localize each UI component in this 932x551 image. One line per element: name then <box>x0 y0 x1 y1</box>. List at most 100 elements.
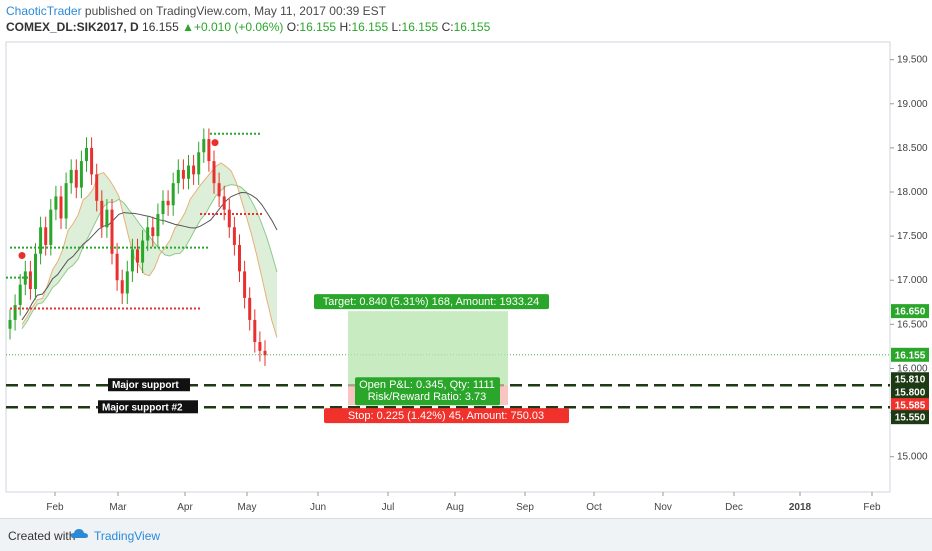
price-chart[interactable]: Major support Major support #2 Target: 0.… <box>0 0 932 518</box>
candle-body <box>187 165 190 179</box>
price-axis[interactable]: 19.500 19.000 18.500 18.000 17.500 17.000 16.5… <box>890 55 929 463</box>
candle-body <box>212 161 216 184</box>
tradingview-cloud-icon <box>71 529 88 538</box>
candle-body <box>28 271 32 290</box>
x-tick-label: Mar <box>109 502 127 513</box>
x-tick-label: Aug <box>446 502 464 513</box>
last-price: 16.155 <box>142 20 179 34</box>
candle-body <box>74 169 78 188</box>
candle-body <box>100 200 104 228</box>
candle-body <box>263 350 267 356</box>
target-zone[interactable] <box>348 311 508 386</box>
price-tag <box>891 304 929 319</box>
candle-body <box>34 253 37 290</box>
x-tick-label: 2018 <box>789 502 812 513</box>
author-link[interactable]: ChaoticTrader <box>6 4 82 18</box>
candle-body <box>44 227 48 245</box>
high-value: 16.155 <box>351 20 389 34</box>
price-tag-label: 16.650 <box>895 307 926 318</box>
candle-body <box>253 319 257 342</box>
candle-body <box>171 183 175 206</box>
candle-body <box>258 342 262 351</box>
support-label-bg <box>108 378 190 392</box>
candle-body <box>181 169 185 179</box>
candle-body <box>18 284 22 305</box>
support-label: Major support #2 <box>102 402 183 413</box>
y-tick-label: 17.500 <box>897 231 928 242</box>
candle-body <box>227 209 231 228</box>
pnl-box <box>355 377 500 406</box>
candle-body <box>59 196 63 219</box>
candle-body <box>136 249 139 263</box>
candle-body <box>115 253 119 281</box>
low-value: 16.155 <box>401 20 439 34</box>
up-arrow-icon: ▲ <box>182 20 194 34</box>
target-label: Target: 0.840 (5.31%) 168, Amount: 1933.… <box>323 296 539 308</box>
price-tag <box>891 398 929 413</box>
x-tick-label: May <box>238 502 257 513</box>
price-tag <box>891 385 929 400</box>
candle-body <box>217 183 221 197</box>
stop-label: Stop: 0.225 (1.42%) 45, Amount: 750.03 <box>348 410 544 422</box>
y-tick-label: 19.000 <box>897 99 928 110</box>
candle-body <box>166 200 170 206</box>
support-label-bg <box>98 400 198 414</box>
ma-fast-line <box>21 162 278 338</box>
x-tick-label: Feb <box>46 502 64 513</box>
x-tick-label: Feb <box>863 502 881 513</box>
price-tag-label: 15.810 <box>895 375 926 386</box>
price-tag <box>891 372 929 387</box>
candle-body <box>125 271 129 294</box>
y-tick-label: 15.000 <box>897 452 928 463</box>
price-tag <box>891 347 929 362</box>
symbol-name: COMEX_DL:SIK2017, D <box>6 20 139 34</box>
support-label: Major support <box>112 380 179 391</box>
price-tag-label: 15.585 <box>895 401 926 412</box>
plot-area <box>5 41 891 493</box>
candle-body <box>105 209 109 228</box>
candle-body <box>141 240 145 263</box>
open-value: 16.155 <box>299 20 337 34</box>
position-tool[interactable]: Target: 0.840 (5.31%) 168, Amount: 1933.… <box>314 294 569 424</box>
candle-body <box>151 227 155 237</box>
candle-body <box>39 227 43 254</box>
candle-body <box>202 139 206 153</box>
time-axis[interactable]: Feb Mar Apr May Jun Jul Aug Sep Oct Nov Dec 2018 Feb <box>46 492 881 513</box>
y-tick-label: 16.000 <box>897 363 928 374</box>
y-tick-label: 19.500 <box>897 55 928 66</box>
candle-body <box>248 297 252 320</box>
x-tick-label: Nov <box>654 502 672 513</box>
created-with-text: Created with <box>8 529 76 543</box>
high-label: H: <box>339 20 352 34</box>
candle-body <box>69 169 73 184</box>
candle-body <box>176 169 180 184</box>
candle-body <box>130 249 134 272</box>
close-value: 16.155 <box>453 20 491 34</box>
ma-slow-line <box>21 184 278 330</box>
price-tag-label: 16.155 <box>895 350 926 361</box>
price-tag <box>891 410 929 425</box>
candle-body <box>161 200 165 215</box>
candle-body <box>238 244 241 272</box>
candle-body <box>120 280 124 294</box>
x-tick-label: Jul <box>382 502 395 513</box>
x-tick-label: Jun <box>310 502 326 513</box>
candle-body <box>192 165 196 175</box>
x-tick-label: Apr <box>177 502 193 513</box>
ma-ribbon <box>21 162 278 338</box>
ma-band <box>22 162 277 338</box>
candle-body <box>90 147 94 175</box>
candle-body <box>95 174 99 201</box>
price-tag-label: 15.550 <box>895 413 926 424</box>
tradingview-brand[interactable]: TradingView <box>94 529 161 543</box>
y-tick-label: 16.500 <box>897 319 928 330</box>
candle-body <box>146 227 150 241</box>
x-tick-label: Oct <box>586 502 602 513</box>
open-label: O: <box>286 20 300 34</box>
candle-body <box>110 209 114 254</box>
y-tick-label: 17.000 <box>897 275 928 286</box>
low-label: L: <box>391 20 402 34</box>
signal-dot <box>18 252 26 260</box>
candle-body <box>79 161 83 188</box>
publish-info: ChaoticTrader published on TradingView.c… <box>6 4 386 18</box>
